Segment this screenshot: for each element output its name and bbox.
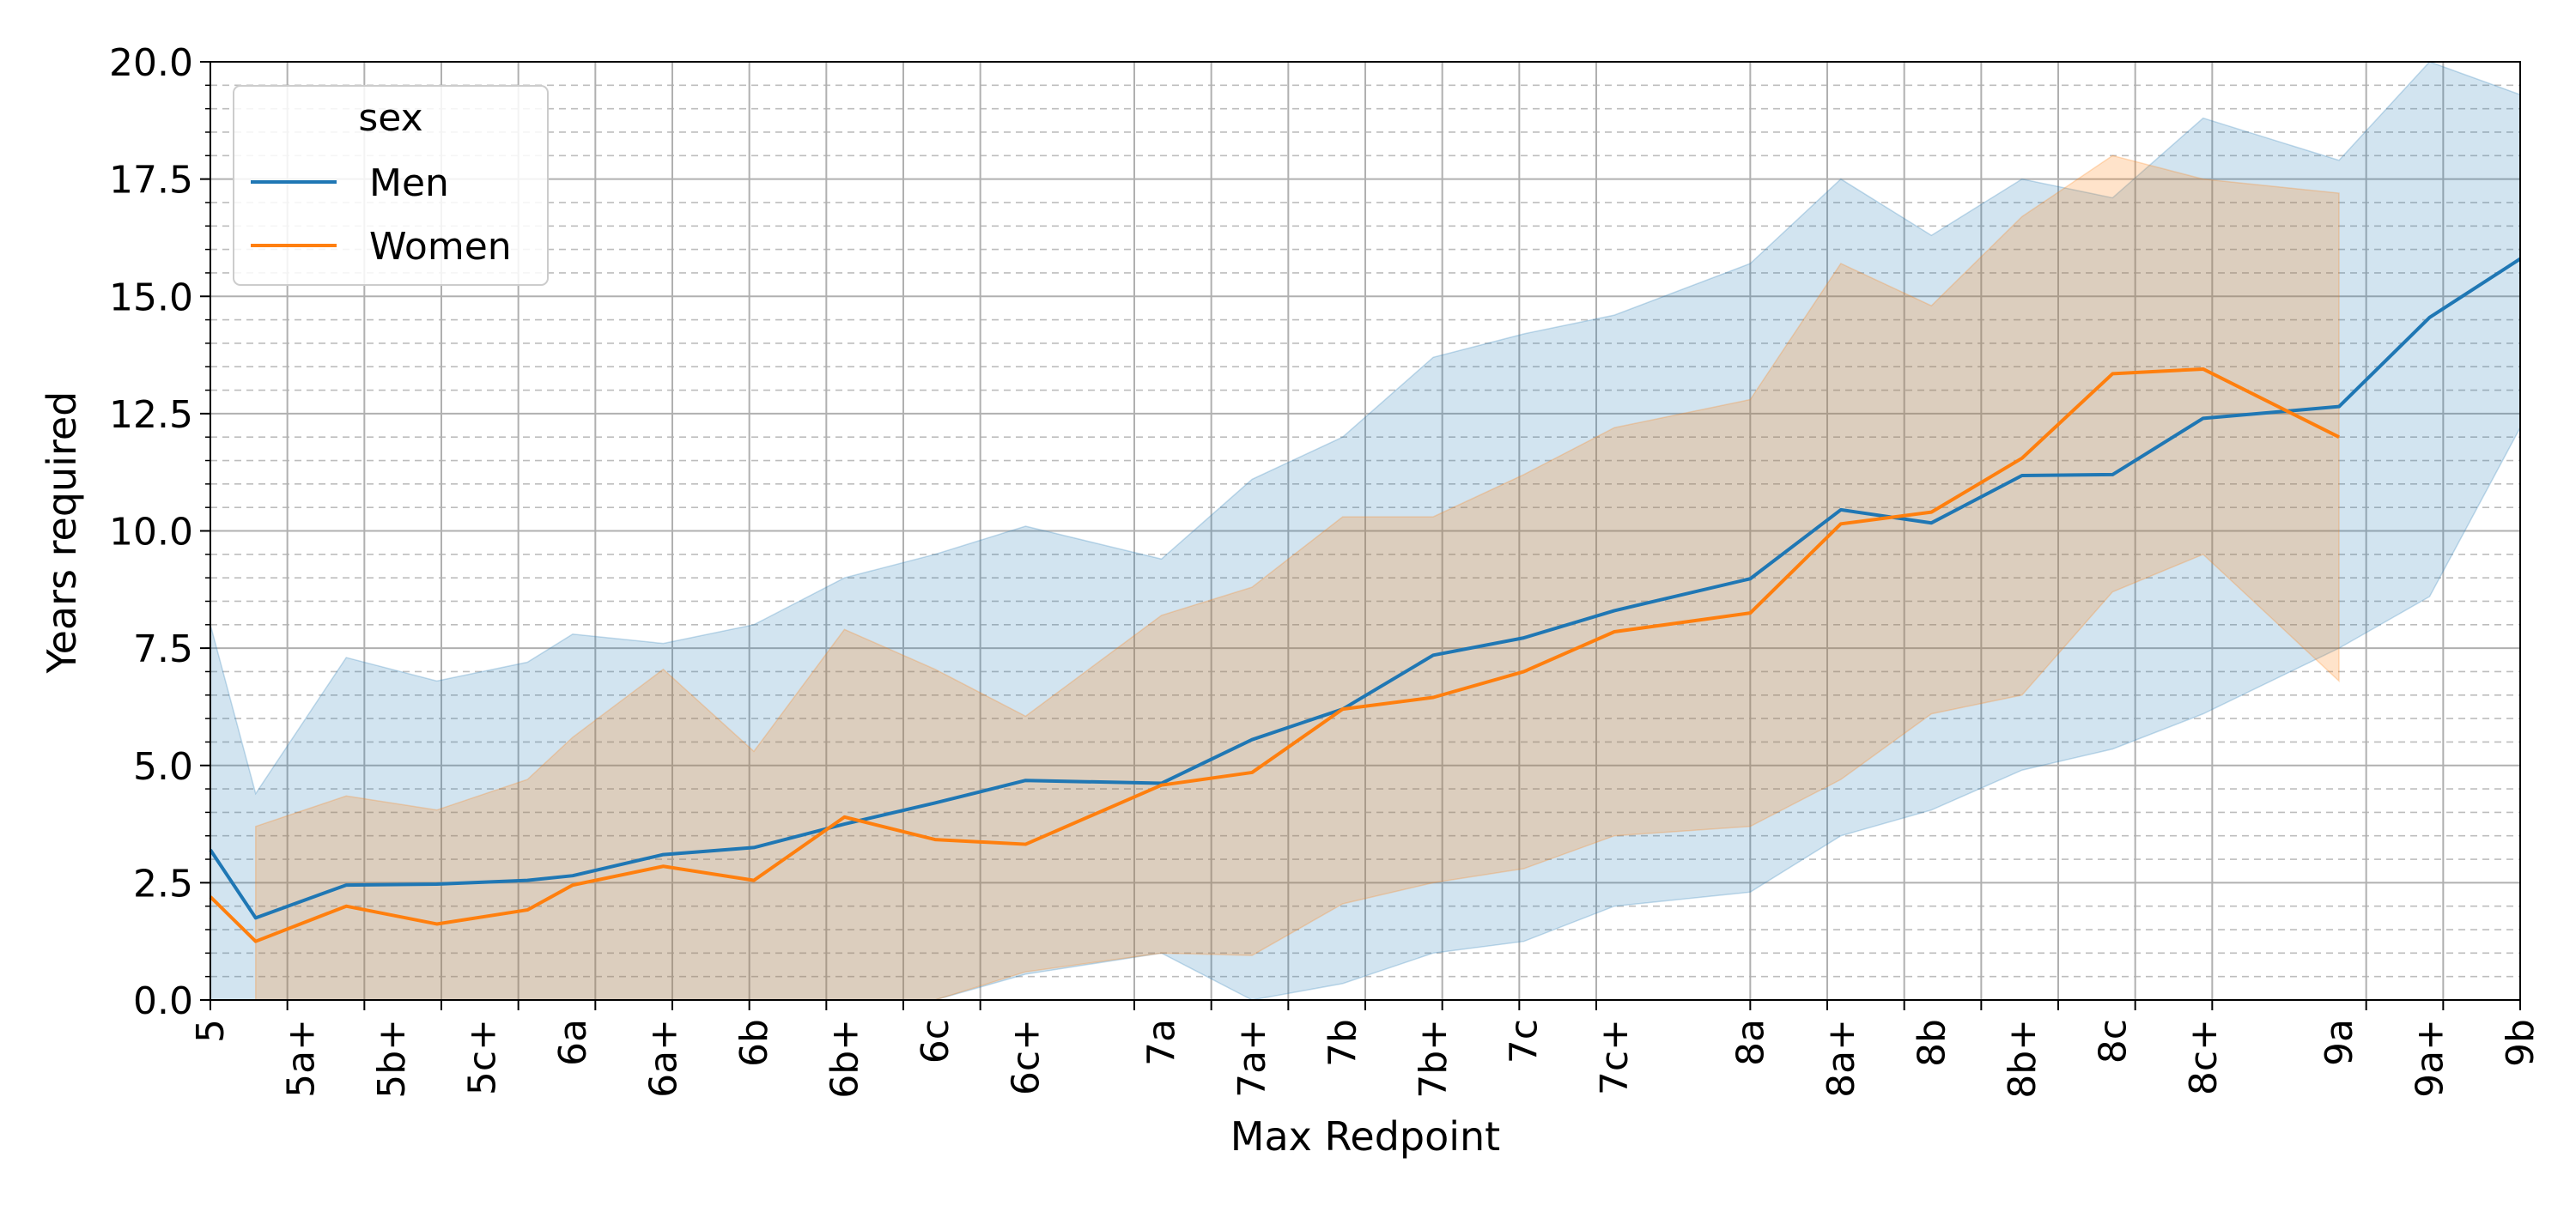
x-tick-label: 6a — [551, 1019, 595, 1066]
x-tick-label: 7b — [1321, 1019, 1365, 1067]
x-tick-label: 5a+ — [279, 1019, 323, 1098]
women-confidence-band — [254, 155, 2340, 1001]
y-tick-label: 2.5 — [133, 862, 193, 906]
legend: sex Men Women — [233, 85, 549, 286]
x-axis: 5 5a+ 5b+ 5c+ 6a 6a+ 6b 6b+ 6c 6c+ 7a 7a+ 7b 7b+ 7c 7c+… — [189, 1000, 2543, 1099]
x-tick-label: 7a — [1140, 1019, 1184, 1066]
y-tick-label: 5.0 — [133, 745, 193, 789]
y-tick-label: 17.5 — [109, 159, 193, 203]
x-tick-label: 8c — [2091, 1019, 2135, 1064]
x-tick-label: 7a+ — [1230, 1019, 1274, 1098]
x-tick-label: 7b+ — [1412, 1019, 1455, 1099]
x-tick-label: 9a — [2318, 1019, 2361, 1066]
x-tick-label: 5b+ — [370, 1019, 414, 1099]
x-tick-label: 6b+ — [823, 1019, 866, 1099]
x-tick-label: 5c+ — [460, 1019, 504, 1095]
x-tick-label: 8b+ — [2001, 1019, 2044, 1099]
women-series-line — [209, 367, 2340, 943]
x-axis-label: Max Redpoint — [1230, 1113, 1500, 1160]
x-tick-label: 7c — [1503, 1019, 1546, 1064]
x-tick-label: 6b — [732, 1019, 776, 1067]
series-lines — [209, 257, 2522, 943]
legend-box — [233, 85, 549, 286]
x-tick-label: 9a+ — [2409, 1019, 2452, 1098]
y-tick-label: 15.0 — [109, 276, 193, 319]
y-tick-label: 0.0 — [133, 979, 193, 1023]
men-series-line — [209, 257, 2522, 920]
y-tick-label: 10.0 — [109, 511, 193, 555]
x-tick-label: 8c+ — [2182, 1019, 2226, 1095]
x-tick-label: 8a — [1728, 1019, 1772, 1066]
x-tick-label: 6c+ — [1004, 1019, 1048, 1095]
x-tick-label: 8a+ — [1820, 1019, 1863, 1098]
x-tick-label: 6a+ — [641, 1019, 685, 1098]
x-tick-label: 7c+ — [1593, 1019, 1637, 1095]
x-tick-label: 8b — [1910, 1019, 1953, 1067]
legend-label-men: Men — [369, 161, 449, 205]
y-axis-label: Years required — [39, 391, 85, 675]
y-tick-label: 12.5 — [109, 393, 193, 437]
legend-title: sex — [358, 96, 422, 140]
y-tick-label: 20.0 — [109, 41, 193, 85]
x-tick-label: 6c — [914, 1019, 957, 1064]
y-axis: 0.0 2.5 5.0 7.5 10.0 12.5 15.0 17.5 20.0 — [109, 41, 210, 1023]
x-tick-label: 9b — [2499, 1019, 2543, 1067]
x-tick-label: 5 — [189, 1019, 233, 1043]
legend-label-women: Women — [369, 225, 512, 269]
y-tick-label: 7.5 — [133, 627, 193, 671]
